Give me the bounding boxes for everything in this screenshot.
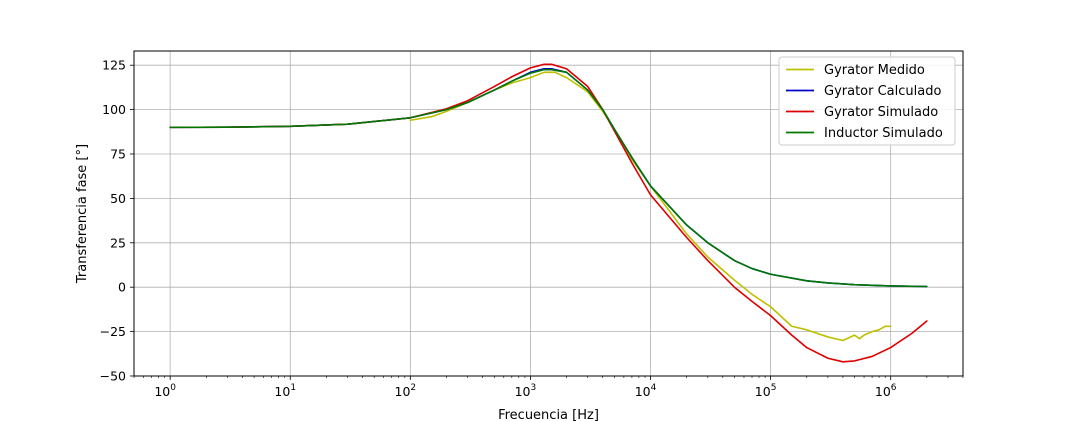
- y-axis-label: Transferencia fase [°]: [75, 144, 90, 284]
- x-tick-label: 105: [755, 383, 777, 399]
- legend-label: Inductor Simulado: [824, 126, 943, 141]
- y-tick-label: 25: [110, 235, 126, 250]
- y-tick-label: 0: [118, 280, 126, 295]
- x-tick-label: 100: [154, 383, 176, 399]
- x-axis: 100 101 102 103 104 105 106: [133, 376, 964, 399]
- y-tick-label: 50: [110, 191, 126, 206]
- x-tick-label: 106: [875, 383, 897, 399]
- x-tick-label: 101: [274, 383, 296, 399]
- y-tick-label: −50: [100, 369, 126, 384]
- legend-label: Gyrator Simulado: [824, 105, 938, 120]
- legend-label: Gyrator Calculado: [824, 84, 941, 99]
- legend: Gyrator Medido Gyrator Calculado Gyrator S…: [778, 56, 956, 146]
- x-tick-label: 103: [515, 383, 537, 399]
- x-tick-label: 104: [635, 383, 657, 399]
- legend-box: [778, 56, 956, 146]
- y-tick-label: 75: [110, 147, 126, 162]
- y-tick-label: 125: [102, 58, 126, 73]
- x-axis-label: Frecuencia [Hz]: [498, 408, 599, 421]
- legend-label: Gyrator Medido: [824, 63, 925, 78]
- y-axis: −50 −25 0 25 50 75 100 125: [100, 58, 134, 384]
- series-line-gyrator-medido: [409, 71, 892, 342]
- plot-frame: [133, 50, 964, 377]
- y-tick-label: 100: [102, 102, 126, 117]
- x-tick-label: 102: [395, 383, 417, 399]
- series-lines: [169, 63, 928, 363]
- series-line-gyrator-simulado: [169, 63, 928, 363]
- y-tick-label: −25: [100, 324, 126, 339]
- series-line-inductor-simulado: [169, 68, 928, 288]
